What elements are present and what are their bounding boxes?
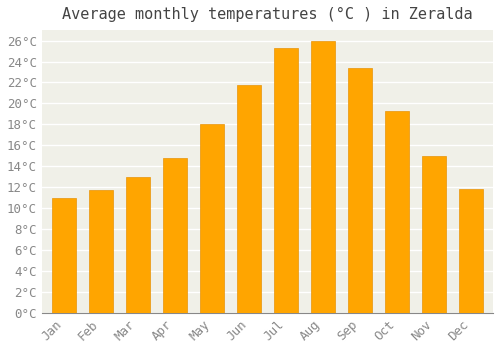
Bar bbox=[385, 111, 409, 313]
Bar bbox=[89, 190, 113, 313]
Bar bbox=[274, 48, 298, 313]
Bar bbox=[422, 156, 446, 313]
Bar bbox=[200, 124, 224, 313]
Bar bbox=[163, 158, 187, 313]
Bar bbox=[459, 189, 483, 313]
Bar bbox=[52, 198, 76, 313]
Title: Average monthly temperatures (°C ) in Zeralda: Average monthly temperatures (°C ) in Ze… bbox=[62, 7, 472, 22]
Bar bbox=[237, 85, 261, 313]
Bar bbox=[311, 41, 335, 313]
Bar bbox=[348, 68, 372, 313]
Bar bbox=[126, 177, 150, 313]
